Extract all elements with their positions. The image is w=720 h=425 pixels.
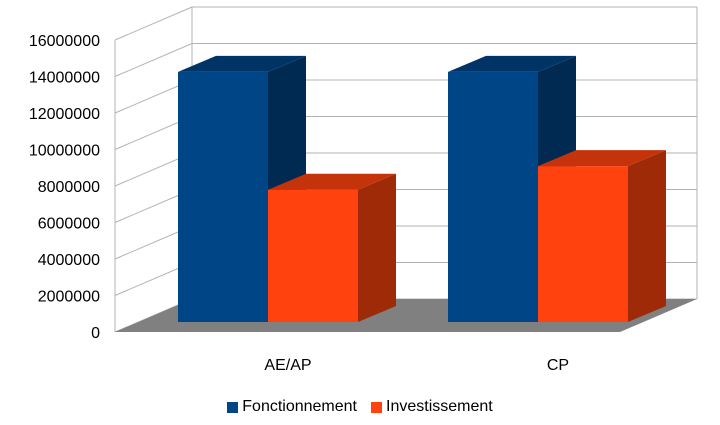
- y-tick-label: 10000000: [29, 143, 100, 160]
- bar-investissement: [538, 166, 628, 322]
- bar-side-investissement: [358, 173, 396, 322]
- bar-top-fonctionnement: [178, 55, 306, 72]
- chart-plot: 0 2000000 4000000 6000000 8000000 10000000 120…: [29, 6, 698, 374]
- x-category-label: AE/AP: [264, 357, 311, 374]
- y-tick-label: 16000000: [29, 33, 100, 50]
- y-tick-label: 14000000: [29, 70, 100, 87]
- y-tick-label: 12000000: [29, 106, 100, 123]
- legend-swatch-investissement: [371, 401, 382, 413]
- gridline-left-wall: [114, 6, 193, 41]
- bar-side-investissement: [628, 150, 666, 322]
- x-category-label: CP: [547, 357, 569, 374]
- bar-top-investissement: [538, 150, 666, 167]
- y-tick-label: 4000000: [38, 252, 100, 269]
- bar-fonctionnement: [178, 71, 268, 322]
- bar-top-investissement: [268, 173, 396, 190]
- y-tick-label: 8000000: [38, 179, 100, 196]
- legend-item-investissement: Investissement: [371, 398, 493, 416]
- chart-legend: Fonctionnement Investissement: [0, 398, 720, 416]
- legend-label-fonctionnement: Fonctionnement: [242, 398, 357, 415]
- legend-label-investissement: Investissement: [386, 398, 493, 415]
- legend-swatch-fonctionnement: [227, 401, 239, 413]
- y-tick-label: 2000000: [38, 289, 100, 306]
- y-tick-label: 6000000: [38, 216, 100, 233]
- bar-fonctionnement: [448, 71, 538, 322]
- gridline-left-wall: [114, 43, 193, 77]
- legend-item-fonctionnement: Fonctionnement: [227, 398, 357, 416]
- bar-investissement: [268, 189, 358, 322]
- bar-top-fonctionnement: [448, 55, 576, 72]
- y-tick-label: 0: [91, 325, 100, 342]
